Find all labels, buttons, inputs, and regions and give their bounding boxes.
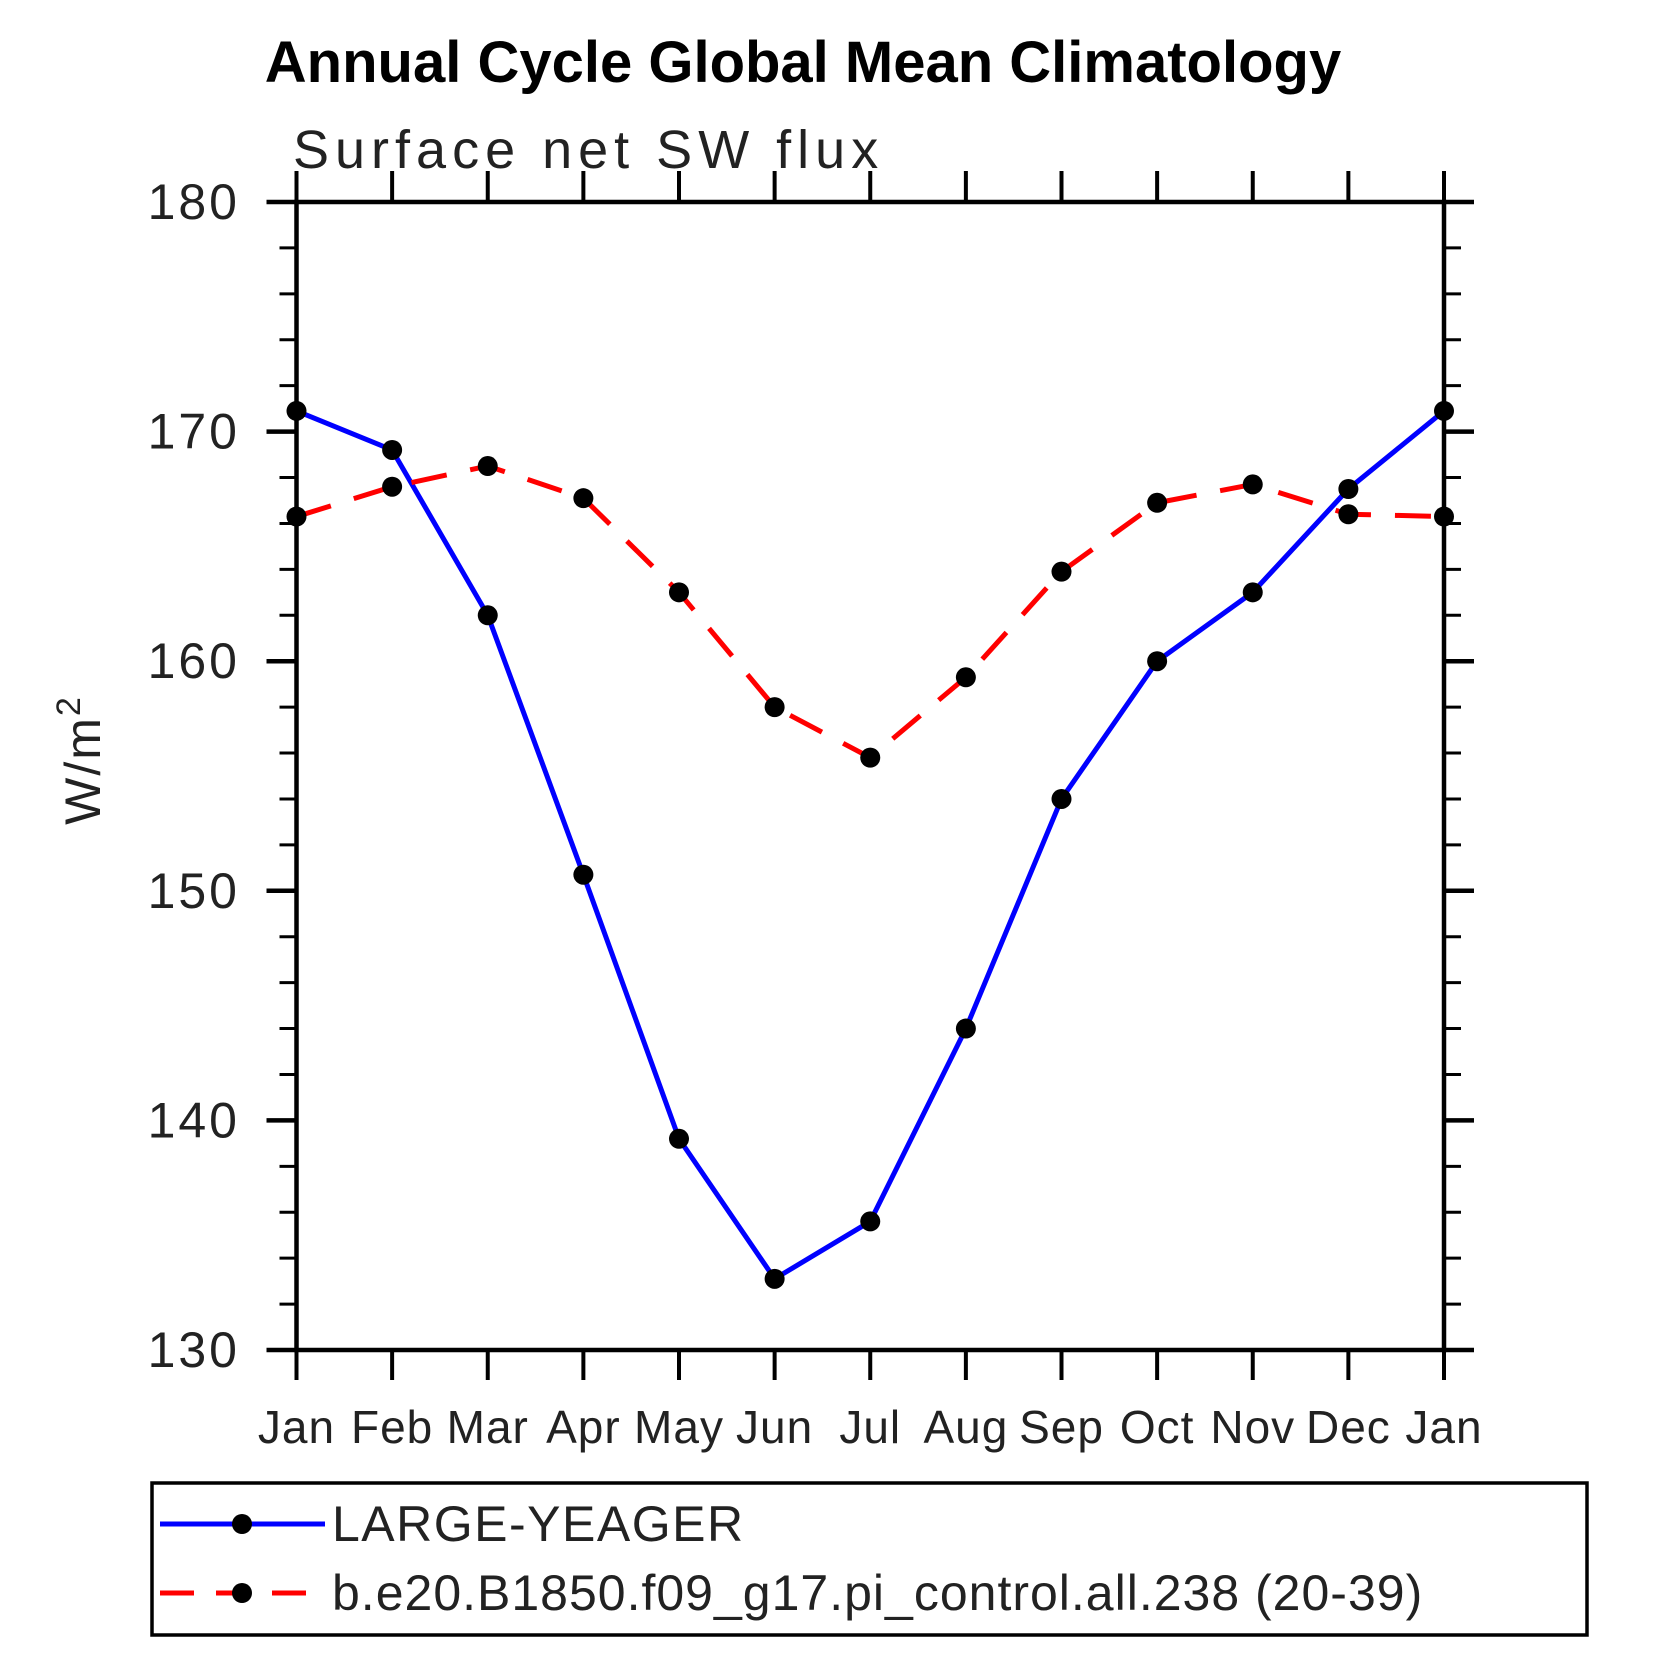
y-tick-label: 180 (148, 174, 240, 230)
y-tick-label: 160 (148, 633, 240, 689)
x-tick-label: Jul (839, 1401, 901, 1453)
x-tick-label: Feb (351, 1401, 433, 1453)
data-point-marker (477, 456, 498, 477)
y-tick-label: 150 (148, 863, 240, 919)
x-tick-label: Oct (1120, 1401, 1195, 1453)
series-large-yeager (286, 400, 1454, 1289)
x-tick-label: Jun (736, 1401, 813, 1453)
data-point-marker (1051, 561, 1072, 582)
data-point-marker (382, 476, 403, 497)
legend: LARGE-YEAGER b.e20.B1850.f09_g17.pi_cont… (150, 1481, 1589, 1637)
data-point-marker (860, 1211, 881, 1232)
legend-label-model: b.e20.B1850.f09_g17.pi_control.all.238 (… (332, 1565, 1423, 1621)
chart-subtitle: Surface net SW flux (293, 120, 884, 180)
data-point-marker (764, 697, 785, 718)
data-point-marker (286, 506, 307, 527)
chart-title: Annual Cycle Global Mean Climatology (265, 30, 1341, 95)
series-model (286, 456, 1454, 768)
y-tick-label: 140 (148, 1092, 240, 1148)
data-point-marker (573, 864, 594, 885)
plot-tick-labels: 130 140 150 160 170 180 Jan Feb Mar Apr May Jun Jul A… (148, 174, 1482, 1453)
plot-frame (294, 199, 1447, 1353)
data-point-marker (1147, 651, 1168, 672)
data-point-marker (955, 667, 976, 688)
legend-marker-dot (232, 1514, 252, 1534)
data-point-marker (286, 400, 307, 421)
plot-series (286, 400, 1454, 1289)
data-point-marker (1338, 504, 1359, 525)
legend-label-large-yeager: LARGE-YEAGER (332, 1496, 745, 1552)
x-tick-label: Sep (1019, 1401, 1104, 1453)
data-point-marker (669, 1128, 689, 1149)
x-tick-label: Nov (1210, 1401, 1295, 1453)
data-point-marker (382, 439, 403, 460)
data-point-marker (1147, 492, 1168, 513)
data-point-marker (955, 1018, 976, 1039)
data-point-marker (1434, 506, 1454, 527)
data-point-marker (1338, 479, 1359, 499)
x-tick-label: Jan (258, 1401, 335, 1453)
data-point-marker (573, 488, 594, 509)
x-tick-label: Aug (923, 1401, 1008, 1453)
x-tick-label: May (634, 1401, 724, 1453)
legend-box (150, 1481, 1589, 1637)
x-tick-label: Dec (1306, 1401, 1391, 1453)
series-line (295, 408, 1446, 1283)
data-point-marker (1242, 582, 1263, 603)
x-tick-label: Apr (546, 1401, 621, 1453)
series-line (295, 463, 1445, 761)
data-point-marker (1051, 788, 1072, 809)
y-tick-label: 170 (148, 404, 240, 460)
legend-marker-dot (232, 1583, 252, 1603)
x-tick-label: Jan (1405, 1401, 1482, 1453)
data-point-marker (764, 1268, 785, 1289)
y-tick-label: 130 (148, 1322, 240, 1378)
plot-axes (266, 171, 1474, 1380)
legend-entry-large-yeager: LARGE-YEAGER (160, 1496, 745, 1552)
y-axis-label: W/m2 (50, 695, 111, 825)
legend-entry-model: b.e20.B1850.f09_g17.pi_control.all.238 (… (160, 1565, 1423, 1621)
data-point-marker (477, 605, 498, 626)
data-point-marker (860, 747, 881, 768)
data-point-marker (669, 582, 689, 603)
data-point-marker (1242, 474, 1263, 495)
data-point-marker (1434, 400, 1454, 421)
x-tick-label: Mar (447, 1401, 529, 1453)
